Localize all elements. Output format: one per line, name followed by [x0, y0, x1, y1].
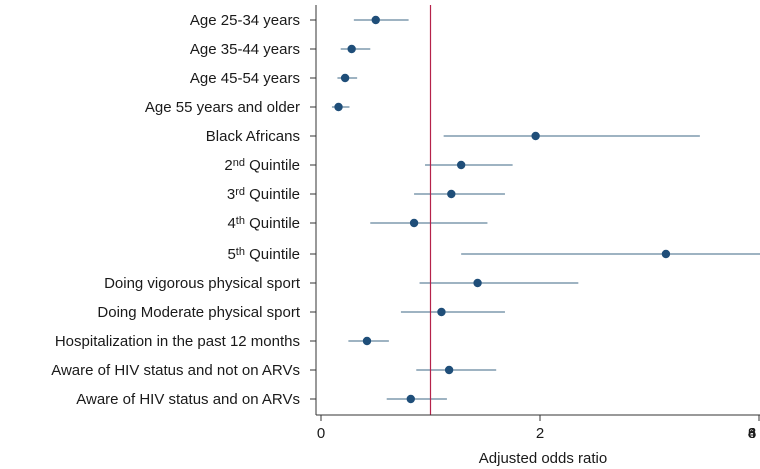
estimate-point — [371, 15, 380, 25]
category-label: Age 55 years and older — [145, 99, 300, 116]
x-tick-label: 4 — [748, 425, 756, 442]
category-label-main: Age 45-54 years — [190, 70, 300, 87]
points-layer — [334, 15, 671, 404]
x-tick-label: 6 — [748, 425, 756, 442]
category-label-main: Age 25-34 years — [190, 12, 300, 29]
estimate-point — [456, 160, 466, 170]
category-label-main: Black Africans — [206, 128, 300, 145]
category-label-main: Aware of HIV status and on ARVs — [76, 391, 300, 408]
axis-layer: 0 2 468 — [310, 5, 760, 442]
category-label: Doing vigorous physical sport — [104, 275, 301, 292]
category-label-main: Doing vigorous physical sport — [104, 275, 301, 292]
category-label: 4th Quintile — [227, 215, 300, 232]
category-label: Age 25-34 years — [190, 12, 300, 29]
estimate-point — [347, 44, 356, 54]
category-label: 3rd Quintile — [227, 186, 300, 203]
category-label: Black Africans — [206, 128, 300, 145]
x-axis-title: Adjusted odds ratio — [479, 450, 607, 467]
category-labels: Age 25-34 years Age 35-44 years Age 45-54 … — [51, 12, 301, 408]
category-label-main: Aware of HIV status and not on ARVs — [51, 362, 300, 379]
category-label-sup: nd — [233, 157, 245, 169]
x-tick-label: 2 — [536, 425, 544, 442]
category-label-sup: th — [236, 215, 245, 227]
estimate-point — [437, 307, 446, 317]
category-label-suffix: Quintile — [245, 215, 300, 232]
category-label: Age 35-44 years — [190, 41, 300, 58]
estimate-point — [340, 73, 350, 83]
category-label-suffix: Quintile — [245, 157, 300, 174]
category-label: Age 45-54 years — [190, 70, 300, 87]
category-label-sup: th — [236, 246, 245, 258]
category-label: 2nd Quintile — [224, 157, 300, 174]
category-label: Aware of HIV status and not on ARVs — [51, 362, 300, 379]
estimate-point — [334, 102, 343, 112]
estimate-point — [531, 131, 540, 141]
estimate-point — [473, 278, 482, 288]
category-label: Doing Moderate physical sport — [97, 304, 300, 321]
category-label-main: 5 — [227, 246, 235, 263]
category-label-suffix: Quintile — [245, 186, 300, 203]
category-label: 5th Quintile — [227, 246, 300, 263]
category-label: Hospitalization in the past 12 months — [55, 333, 300, 350]
category-label-main: 2 — [224, 157, 232, 174]
category-label-main: Doing Moderate physical sport — [97, 304, 300, 321]
estimate-point — [409, 218, 419, 228]
estimate-point — [444, 365, 454, 375]
category-label-main: 4 — [227, 215, 235, 232]
x-tick-label: 0 — [317, 425, 325, 442]
category-label-main: 3 — [227, 186, 235, 203]
estimate-point — [362, 336, 372, 346]
estimate-point — [447, 189, 456, 199]
x-tick-label: 8 — [748, 425, 756, 442]
category-label: Aware of HIV status and on ARVs — [76, 391, 300, 408]
category-label-main: Age 35-44 years — [190, 41, 300, 58]
category-label-suffix: Quintile — [245, 246, 300, 263]
estimate-point — [661, 249, 671, 259]
category-label-main: Age 55 years and older — [145, 99, 300, 116]
estimate-point — [406, 394, 415, 404]
category-label-main: Hospitalization in the past 12 months — [55, 333, 300, 350]
category-label-sup: rd — [235, 186, 245, 198]
ci-layer — [331, 19, 760, 400]
